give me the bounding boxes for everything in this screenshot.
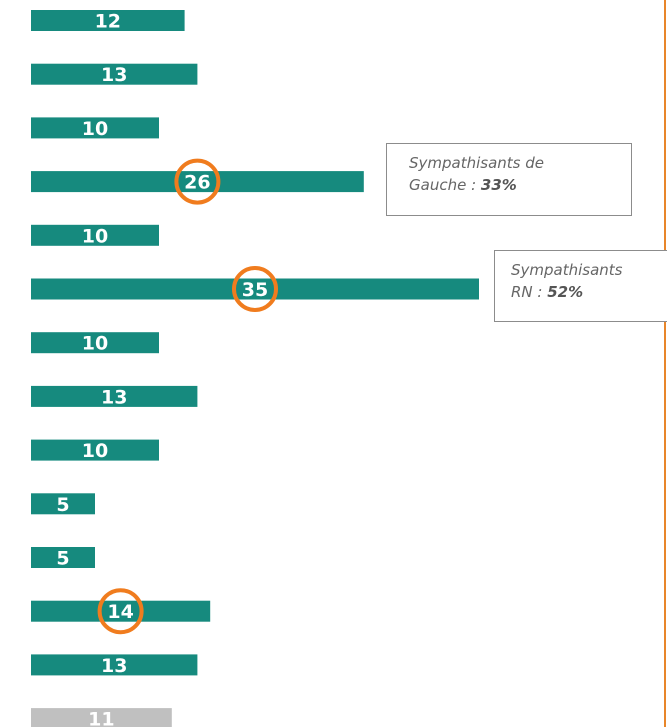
bar-value-label: 12 (95, 11, 121, 33)
orange-divider-line (664, 0, 666, 727)
bar-value-label: 10 (82, 440, 108, 462)
bar (31, 600, 211, 622)
bar (31, 708, 172, 727)
bar (31, 547, 95, 568)
bar (31, 493, 95, 515)
bar-value-label: 10 (82, 333, 108, 355)
highlight-circle (174, 158, 221, 205)
bar (31, 278, 479, 300)
callout-rn-line1: Sympathisants (511, 261, 623, 279)
bar (31, 10, 185, 31)
callout-rn-line2: RN : 52% (511, 281, 656, 303)
bar (31, 224, 159, 246)
bar-value-label: 35 (242, 279, 268, 301)
highlight-circle (97, 588, 144, 635)
callout-gauche-prefix: Gauche : (409, 176, 481, 194)
callout-sympathisants-rn: Sympathisants RN : 52% (494, 250, 667, 322)
bar-value-label: 11 (88, 709, 114, 727)
callout-gauche-line1: Sympathisants de (409, 154, 545, 172)
callout-sympathisants-gauche: Sympathisants de Gauche : 33% (386, 143, 632, 216)
bar (31, 171, 364, 193)
bar-value-label: 13 (101, 386, 127, 408)
bar-value-label: 5 (56, 494, 69, 516)
highlight-circle (232, 266, 278, 312)
bar-value-label: 5 (56, 548, 69, 570)
bar-value-label: 26 (184, 172, 210, 194)
callout-rn-prefix: RN : (511, 283, 548, 301)
bar-value-label: 10 (82, 225, 108, 247)
bar-value-label: 13 (101, 655, 127, 677)
bar-value-label: 10 (82, 118, 108, 140)
bar (31, 332, 159, 354)
callout-gauche-value: 33% (480, 176, 517, 194)
bar (31, 385, 198, 407)
callout-rn-value: 52% (547, 283, 584, 301)
callout-gauche-line2: Gauche : 33% (409, 174, 619, 196)
bar-value-label: 14 (107, 601, 133, 623)
bar (31, 117, 159, 139)
bar (31, 439, 159, 461)
bar-value-label: 13 (101, 64, 127, 86)
bar (31, 63, 198, 85)
bar (31, 654, 198, 676)
